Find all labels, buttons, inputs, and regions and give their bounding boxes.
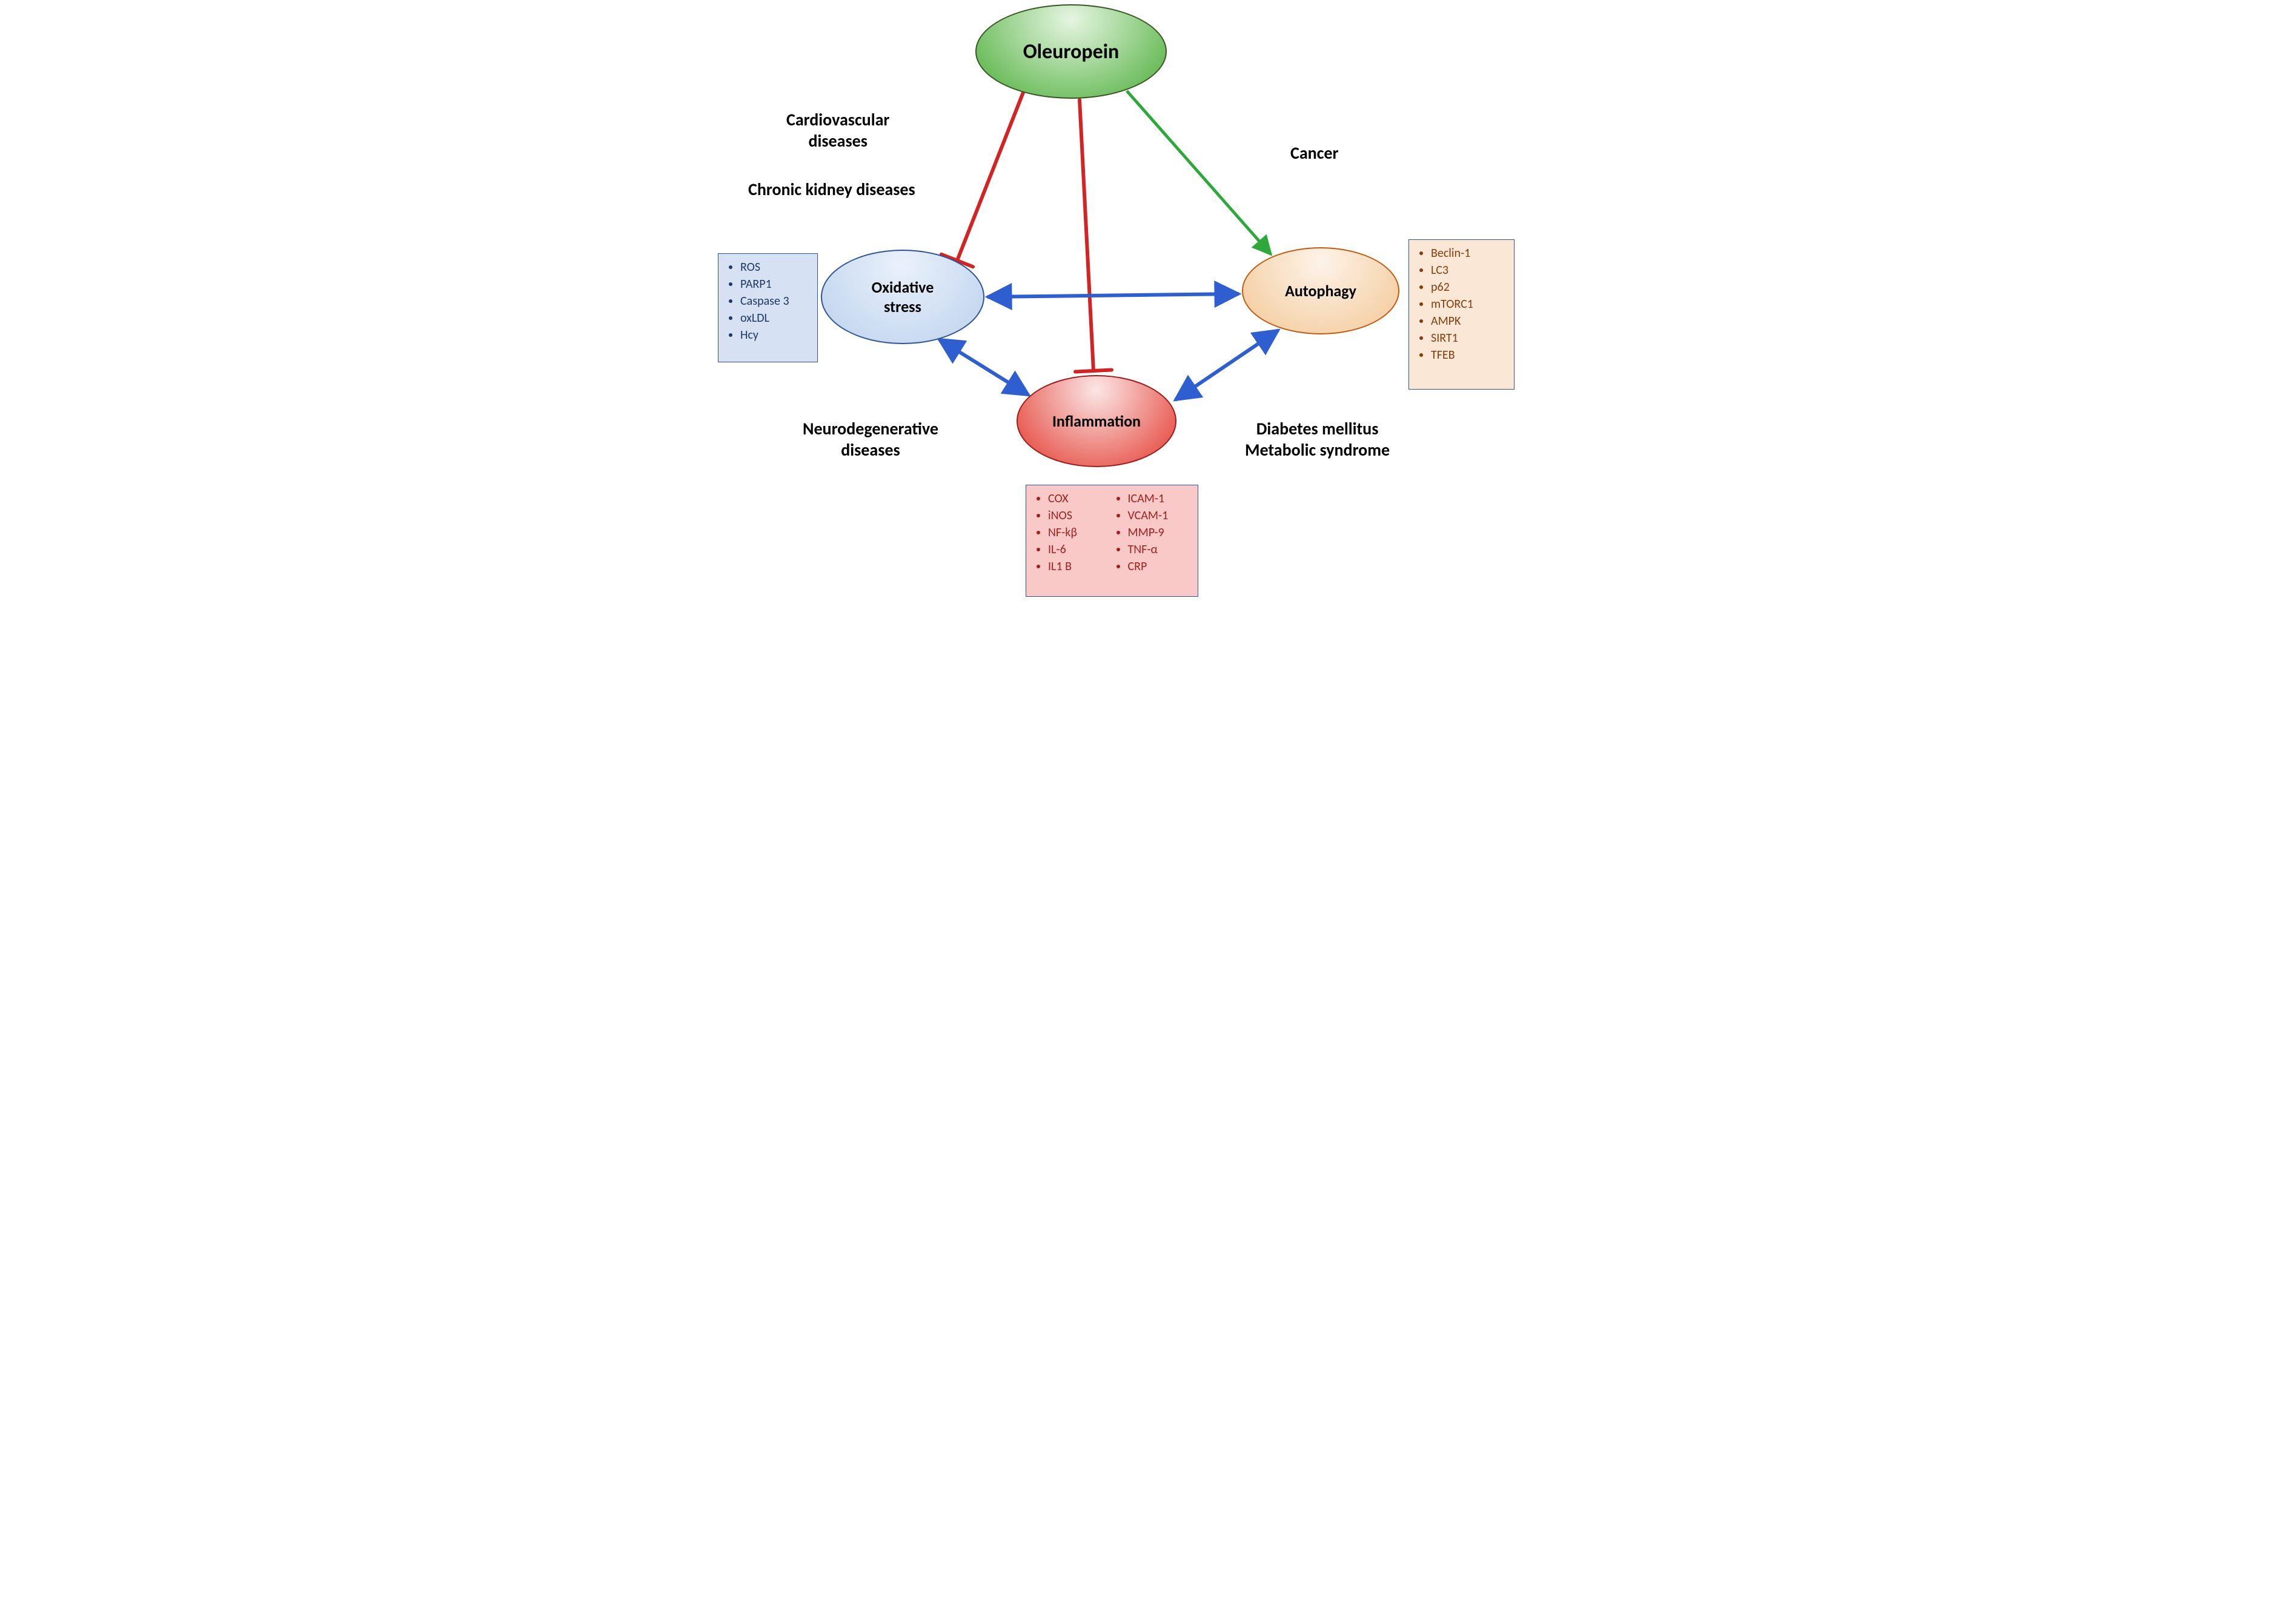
list-item: TFEB bbox=[1431, 347, 1508, 364]
list-item: TNF-α bbox=[1128, 541, 1192, 558]
list-item: CRP bbox=[1128, 558, 1192, 575]
list-item: AMPK bbox=[1431, 313, 1508, 330]
list-item: NF-kβ bbox=[1048, 524, 1112, 541]
list-item: IL-6 bbox=[1048, 541, 1112, 558]
box-inflammation-markers: COXiNOSNF-kβIL-6IL1 B ICAM-1VCAM-1MMP-9T… bbox=[1026, 485, 1198, 597]
list-item: ICAM-1 bbox=[1128, 490, 1192, 507]
label-cardiovascular: Cardiovascular diseases bbox=[786, 109, 889, 151]
list-item: Caspase 3 bbox=[740, 293, 811, 310]
box-autophagy-list: Beclin-1LC3p62mTORC1AMPKSIRT1TFEB bbox=[1415, 245, 1508, 364]
node-inflammation-label: Inflammation bbox=[1052, 411, 1141, 431]
box-oxidative-list: ROSPARP1Caspase 3oxLDLHcy bbox=[725, 259, 811, 344]
list-item: ROS bbox=[740, 259, 811, 276]
node-oxidative-label: Oxidative stress bbox=[872, 277, 934, 316]
list-item: MMP-9 bbox=[1128, 524, 1192, 541]
list-item: Hcy bbox=[740, 327, 811, 344]
box-oxidative-markers: ROSPARP1Caspase 3oxLDLHcy bbox=[718, 253, 818, 362]
list-item: VCAM-1 bbox=[1128, 507, 1192, 524]
label-cancer: Cancer bbox=[1290, 142, 1338, 164]
list-item: Beclin-1 bbox=[1431, 245, 1508, 262]
list-item: mTORC1 bbox=[1431, 296, 1508, 313]
list-item: LC3 bbox=[1431, 262, 1508, 279]
node-oleuropein-label: Oleuropein bbox=[1023, 39, 1120, 64]
box-inflammation-list-col2: ICAM-1VCAM-1MMP-9TNF-αCRP bbox=[1112, 490, 1192, 591]
node-inflammation: Inflammation bbox=[1017, 375, 1176, 467]
list-item: SIRT1 bbox=[1431, 330, 1508, 347]
diagram-canvas: Oleuropein Oxidative stress Autophagy In… bbox=[709, 0, 1587, 618]
node-autophagy: Autophagy bbox=[1242, 247, 1399, 334]
label-diabetes: Diabetes mellitus Metabolic syndrome bbox=[1245, 418, 1390, 460]
list-item: PARP1 bbox=[740, 276, 811, 293]
node-oleuropein: Oleuropein bbox=[975, 4, 1167, 99]
list-item: oxLDL bbox=[740, 310, 811, 327]
list-item: iNOS bbox=[1048, 507, 1112, 524]
node-autophagy-label: Autophagy bbox=[1285, 281, 1356, 301]
box-inflammation-list-col1: COXiNOSNF-kβIL-6IL1 B bbox=[1032, 490, 1112, 591]
label-neurodegenerative: Neurodegenerative diseases bbox=[803, 418, 938, 460]
list-item: COX bbox=[1048, 490, 1112, 507]
label-ckd: Chronic kidney diseases bbox=[748, 179, 915, 200]
list-item: IL1 B bbox=[1048, 558, 1112, 575]
box-autophagy-markers: Beclin-1LC3p62mTORC1AMPKSIRT1TFEB bbox=[1408, 239, 1515, 390]
list-item: p62 bbox=[1431, 279, 1508, 296]
node-oxidative-stress: Oxidative stress bbox=[821, 250, 984, 344]
